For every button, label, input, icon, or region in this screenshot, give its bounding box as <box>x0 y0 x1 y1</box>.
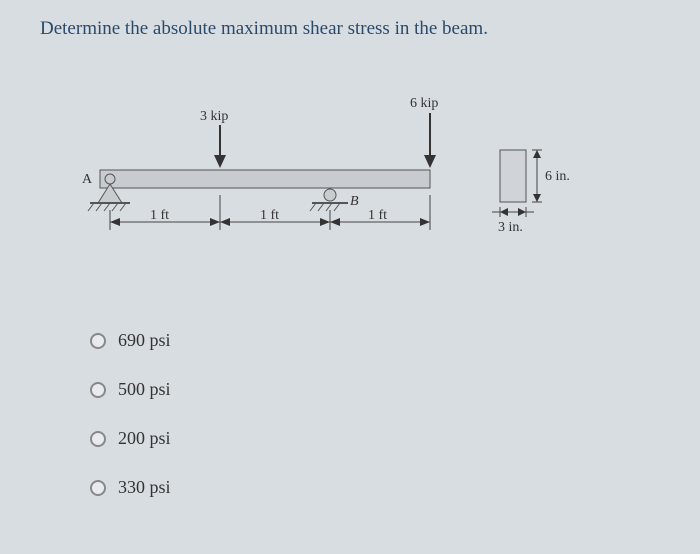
dimension-lines: 1 ft 1 ft 1 ft <box>110 195 430 230</box>
load-2: 6 kip <box>410 96 438 168</box>
cross-section: 6 in. 3 in. <box>492 150 570 235</box>
radio-icon <box>90 480 106 496</box>
svg-text:3 in.: 3 in. <box>498 220 523 235</box>
svg-text:6 kip: 6 kip <box>410 96 438 111</box>
question-text: Determine the absolute maximum shear str… <box>40 18 680 40</box>
radio-icon <box>90 333 106 349</box>
radio-icon <box>90 431 106 447</box>
svg-text:6 in.: 6 in. <box>545 169 570 184</box>
svg-text:1 ft: 1 ft <box>260 208 279 223</box>
beam-body <box>100 170 430 188</box>
svg-text:1 ft: 1 ft <box>150 208 169 223</box>
option-3[interactable]: 330 psi <box>90 477 171 498</box>
option-label: 690 psi <box>118 330 171 351</box>
option-1[interactable]: 500 psi <box>90 379 171 400</box>
svg-text:1 ft: 1 ft <box>368 208 387 223</box>
option-0[interactable]: 690 psi <box>90 330 171 351</box>
answer-options: 690 psi 500 psi 200 psi 330 psi <box>90 330 171 526</box>
support-a-label: A <box>82 172 93 187</box>
radio-icon <box>90 382 106 398</box>
option-label: 200 psi <box>118 428 171 449</box>
option-2[interactable]: 200 psi <box>90 428 171 449</box>
option-label: 500 psi <box>118 379 171 400</box>
beam-diagram: A B 3 kip 6 kip <box>80 95 600 275</box>
option-label: 330 psi <box>118 477 171 498</box>
support-b-label: B <box>350 194 359 209</box>
support-b <box>310 189 348 211</box>
load-1: 3 kip <box>200 109 228 168</box>
svg-text:3 kip: 3 kip <box>200 109 228 124</box>
